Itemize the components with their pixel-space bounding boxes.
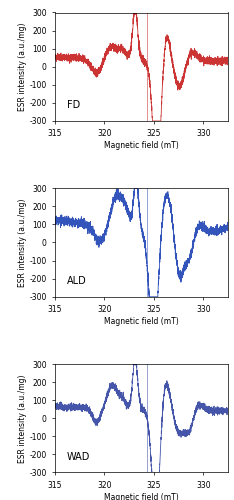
X-axis label: Magnetic field (mT): Magnetic field (mT) — [104, 317, 179, 326]
Y-axis label: ESR intensity (a.u./mg): ESR intensity (a.u./mg) — [18, 374, 26, 462]
X-axis label: Magnetic field (mT): Magnetic field (mT) — [104, 141, 179, 150]
Y-axis label: ESR intensity (a.u./mg): ESR intensity (a.u./mg) — [18, 22, 26, 111]
Text: ALD: ALD — [67, 276, 87, 286]
Text: FD: FD — [67, 100, 80, 110]
X-axis label: Magnetic field (mT): Magnetic field (mT) — [104, 492, 179, 500]
Text: WAD: WAD — [67, 452, 91, 462]
Y-axis label: ESR intensity (a.u./mg): ESR intensity (a.u./mg) — [18, 198, 26, 286]
